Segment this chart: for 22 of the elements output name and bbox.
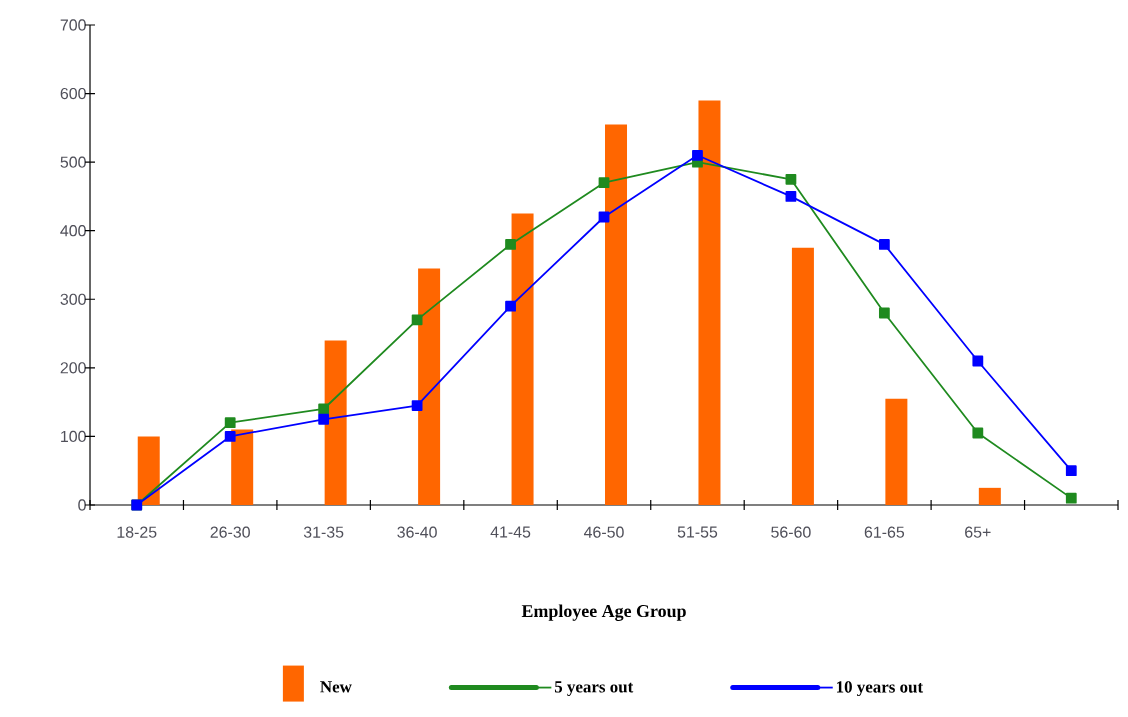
legend-label: New: [320, 681, 352, 693]
y-tick-label: 700: [60, 19, 86, 31]
x-tick-label: 41-45: [490, 526, 531, 538]
x-tick-label: 31-35: [303, 526, 344, 538]
x-tick-label: 65+: [965, 526, 991, 538]
x-tick-label: 46-50: [583, 526, 624, 538]
y-tick-label: 500: [60, 156, 86, 168]
x-tick-label: 26-30: [210, 526, 250, 538]
x-tick-label: 36-40: [397, 526, 437, 538]
legend-label: 5 years out: [554, 681, 634, 697]
legend-label: 10 years out: [837, 681, 924, 697]
y-tick-label: 100: [61, 430, 86, 443]
y-tick-label: 400: [60, 225, 86, 237]
x-tick-label: 18-25: [117, 526, 157, 538]
x-tick-label: 56-60: [771, 526, 811, 538]
x-axis-title: Employee Age Group: [521, 604, 686, 621]
y-tick-label: 0: [78, 499, 86, 511]
y-tick-label: 600: [60, 87, 86, 100]
x-tick-label: 51-55: [677, 526, 718, 538]
y-tick-label: 200: [60, 362, 86, 374]
x-tick-label: 61-65: [864, 526, 905, 538]
y-tick-label: 300: [60, 293, 86, 305]
